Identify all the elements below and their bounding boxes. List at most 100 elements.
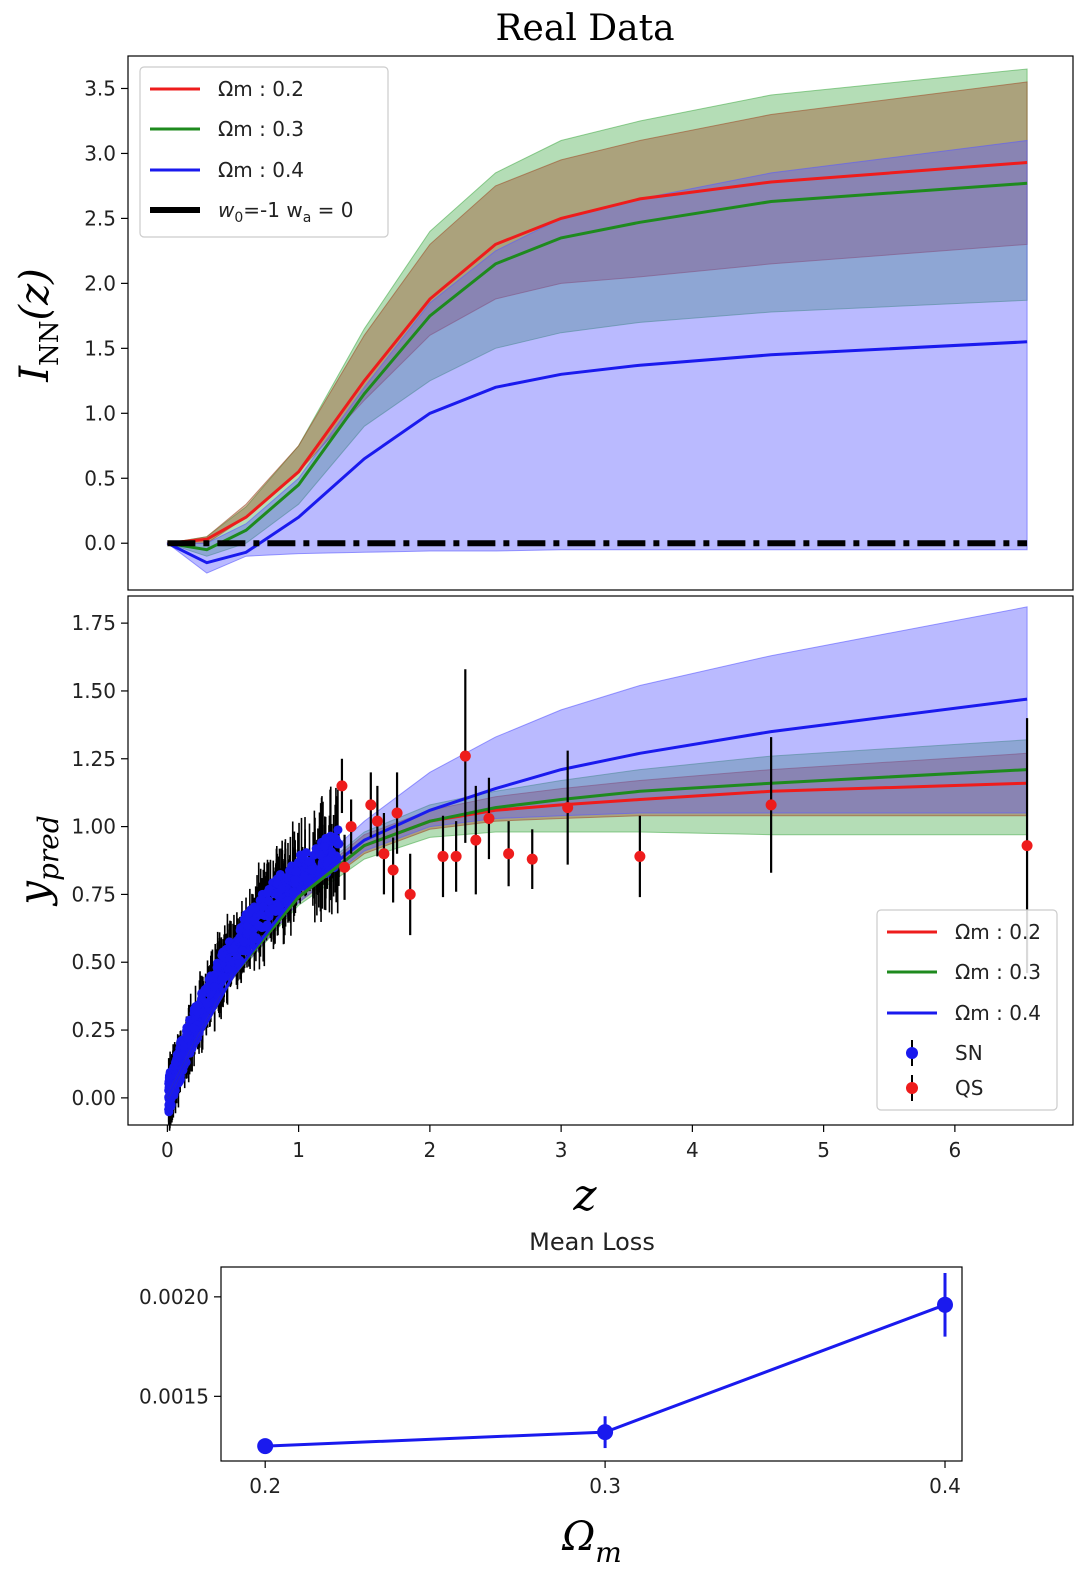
qs-point [765, 799, 777, 811]
sn-point [217, 950, 227, 960]
top-band-band_blue [165, 139, 1028, 574]
sn-point [256, 895, 266, 905]
middle-y-axis-label: ypred [9, 815, 65, 907]
bottom-y-ticks: 0.0015 0.0020 [139, 1285, 221, 1408]
middle-xtick-label: 0 [161, 1138, 174, 1162]
top-line-blue [166, 340, 1028, 565]
middle-y-ticks: 0.00 0.25 0.50 0.75 1.00 1.25 1.50 1.75 [71, 611, 128, 1110]
sn-point [212, 963, 222, 973]
sn-point [209, 982, 219, 992]
sn-point [197, 988, 207, 998]
bottom-x-axis-label-sub: m [595, 1536, 622, 1569]
top-ytick-label: 0.5 [84, 466, 116, 490]
middle-legend-box [876, 909, 1058, 1111]
middle-x-axis-label: z [572, 1170, 597, 1221]
sn-point [249, 932, 259, 942]
qs-point [526, 853, 538, 865]
middle-axes-frame [127, 595, 1074, 1126]
middle-ytick-label: 1.75 [71, 611, 116, 635]
sn-point [333, 825, 343, 835]
middle-ytick-label: 1.50 [71, 679, 116, 703]
bottom-x-axis-label-main: Ω [561, 1514, 595, 1560]
sn-point [246, 905, 256, 915]
qs-point [459, 750, 471, 762]
sn-point [256, 910, 266, 920]
sn-point [235, 925, 245, 935]
middle-x-ticks: 0 1 2 3 4 5 6 [161, 1125, 961, 1162]
top-y-axis-label-main: I [12, 365, 58, 383]
middle-y-axis-label-main: y [9, 880, 58, 907]
top-axes-frame [127, 55, 1074, 591]
sn-point [299, 872, 309, 882]
sn-point [217, 974, 227, 984]
sn-point [321, 833, 331, 843]
bottom-axes-frame [220, 1266, 963, 1462]
sn-point [239, 937, 249, 947]
middle-legend-qs-marker [906, 1082, 918, 1094]
top-ytick-label: 1.0 [84, 401, 116, 425]
top-ytick-label: 3.5 [84, 76, 116, 100]
qs-point [387, 864, 399, 876]
sn-point [304, 856, 314, 866]
bottom-panel: Mean Loss 0.0015 0.0020 0.2 0.3 0.4 Ωm [139, 1228, 963, 1569]
qs-point [391, 807, 403, 819]
middle-legend-label-sn: SN [955, 1041, 983, 1065]
sn-point [202, 999, 212, 1009]
top-legend-label-ref: w0=-1 wa = 0 [218, 198, 354, 226]
bottom-title: Mean Loss [529, 1228, 655, 1256]
ref-label-sub0: 0 [234, 210, 243, 226]
top-y-axis-label: INN(z) [12, 268, 65, 383]
bottom-point [937, 1296, 954, 1313]
qs-point [371, 815, 383, 827]
middle-ytick-label: 0.00 [71, 1086, 116, 1110]
sn-point [319, 842, 329, 852]
sn-point [182, 1023, 192, 1033]
sn-point [178, 1050, 188, 1060]
sn-point [334, 839, 344, 849]
middle-panel: 0.00 0.25 0.50 0.75 1.00 1.25 1.50 1.75 0 1 2 3 4 5 6… [9, 595, 1074, 1221]
bottom-xtick-label: 0.4 [929, 1474, 961, 1498]
top-ytick-label: 2.5 [84, 206, 116, 230]
ref-label-mid: =-1 w [243, 198, 302, 222]
qs-point [503, 848, 515, 860]
top-legend-box [139, 66, 389, 238]
middle-legend-sn-marker [906, 1047, 918, 1059]
middle-legend-label-0: Ωm : 0.2 [955, 920, 1041, 944]
middle-ytick-label: 1.00 [71, 815, 116, 839]
sn-point [192, 1007, 202, 1017]
bottom-xtick-label: 0.3 [589, 1474, 621, 1498]
qs-point [339, 861, 351, 873]
top-line-red [167, 161, 1028, 545]
top-panel: 0.0 0.5 1.0 1.5 2.0 2.5 3.0 3.5 INN(z) Ωm : 0.2… [12, 55, 1074, 591]
middle-ytick-label: 1.25 [71, 747, 116, 771]
sn-point [182, 1033, 192, 1043]
qs-point [345, 821, 357, 833]
bottom-series [257, 1272, 954, 1455]
middle-legend-label-qs: QS [955, 1076, 983, 1100]
sn-point [290, 874, 300, 884]
qs-point [483, 812, 495, 824]
top-ytick-label: 3.0 [84, 141, 116, 165]
ref-label-suba: a [303, 210, 312, 226]
middle-xtick-label: 5 [817, 1138, 830, 1162]
top-y-axis-label-tail: (z) [12, 268, 58, 320]
middle-legend-label-1: Ωm : 0.3 [955, 960, 1041, 984]
middle-lines [166, 697, 1028, 1099]
middle-legend-label-2: Ωm : 0.4 [955, 1001, 1041, 1025]
qs-point [450, 850, 462, 862]
sn-point [277, 884, 287, 894]
middle-line-blue [166, 697, 1028, 1099]
top-ytick-label: 1.5 [84, 336, 116, 360]
ref-label-w0: w [218, 198, 235, 222]
figure-title: Real Data [495, 8, 674, 49]
middle-xtick-label: 1 [292, 1138, 305, 1162]
qs-point [378, 848, 390, 860]
top-ytick-label: 2.0 [84, 271, 116, 295]
middle-legend: Ωm : 0.2 Ωm : 0.3 Ωm : 0.4 SN QS [876, 909, 1058, 1111]
top-legend-label-1: Ωm : 0.3 [218, 117, 304, 141]
sn-point [301, 848, 311, 858]
top-ytick-label: 0.0 [84, 531, 116, 555]
middle-ytick-label: 0.25 [71, 1018, 116, 1042]
top-line-green [167, 181, 1028, 552]
sn-point [249, 916, 259, 926]
